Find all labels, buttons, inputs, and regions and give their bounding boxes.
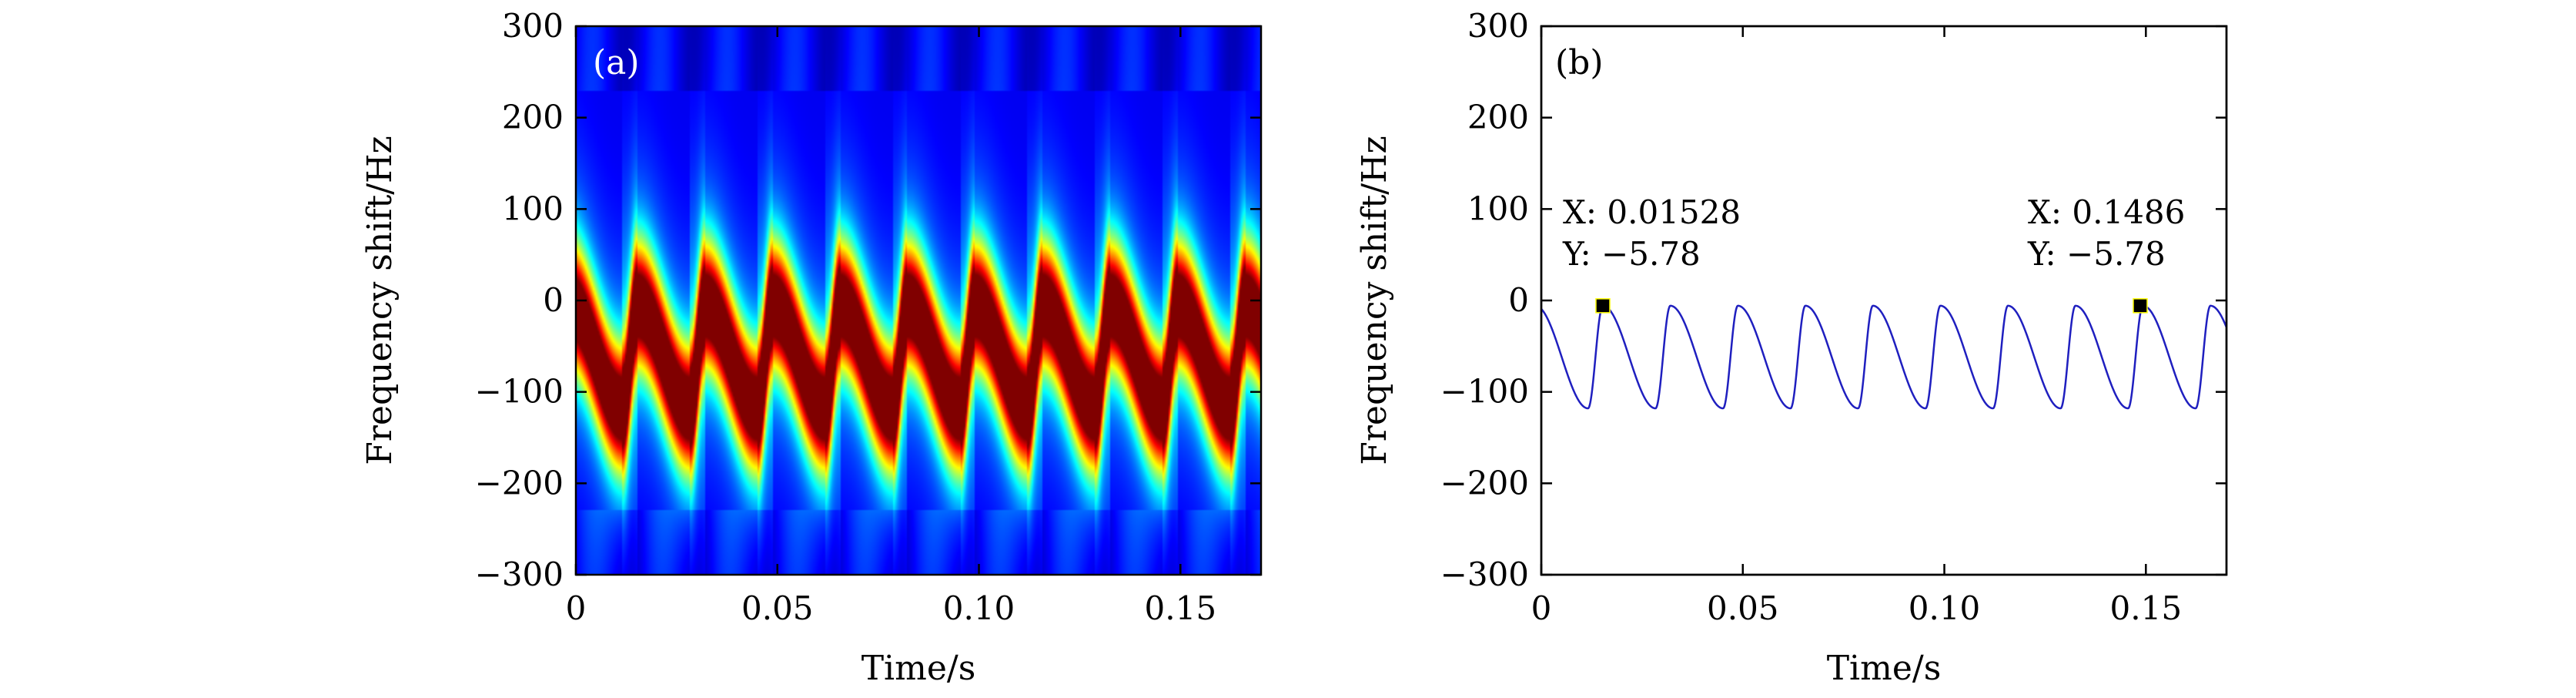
x-axis-label-b: Time/s [1827,649,1942,688]
y-tick-label: 300 [1467,7,1529,45]
datatip-marker [1595,298,1611,314]
datatips: X: 0.01528 Y: −5.78 X: 0.1486 Y: −5.78 [1562,193,2185,314]
y-tick-label: 0 [543,281,564,319]
y-tick-label: 100 [1467,190,1529,227]
spectrogram-heatmap [576,26,1261,575]
panel-label-b: (b) [1555,43,1604,82]
y-tick-label: 200 [1467,99,1529,136]
datatip-marker [2133,298,2148,314]
datatip-x-text: X: 0.1486 [2028,193,2185,231]
panel-label-a: (a) [593,43,640,82]
x-tick-label: 0 [1531,589,1552,627]
frequency-shift-line [1541,304,2226,410]
y-tick-label: 300 [502,7,564,45]
y-tick-label: 100 [502,190,564,227]
y-tick-label: 0 [1508,281,1529,319]
datatip-x-text: X: 0.01528 [1563,193,1741,231]
y-tick-label: −200 [1440,464,1529,502]
x-tick-label: 0.15 [1145,589,1217,627]
plot-frame-b [1540,25,2228,576]
ticks-a: 0 0.05 0.10 0.15 300 200 100 0 −100 −200 −300 [475,7,1261,627]
y-axis-label-a: Frequency shift/Hz [360,136,400,465]
x-tick-label: 0.10 [943,589,1015,627]
x-tick-label: 0.10 [1909,589,1981,627]
y-tick-label: −200 [475,464,564,502]
x-axis-label-a: Time/s [861,649,976,688]
y-tick-label: −100 [1440,373,1529,411]
x-tick-label: 0.05 [741,589,814,627]
y-tick-label: −300 [475,555,564,593]
x-tick-label: 0 [566,589,587,627]
ticks-b: 0 0.05 0.10 0.15 300 200 100 0 −100 −200 −300 [1440,7,2226,627]
y-tick-label: −300 [1440,555,1529,593]
x-tick-label: 0.05 [1707,589,1779,627]
y-tick-label: −100 [475,373,564,411]
x-tick-label: 0.15 [2110,589,2183,627]
datatip-y-text: Y: −5.78 [2027,235,2166,273]
line-panel-b: 0 0.05 0.10 0.15 300 200 100 0 −100 −200 −300 X: 0… [1355,7,2228,688]
y-axis-label-b: Frequency shift/Hz [1355,136,1394,465]
y-tick-label: 200 [502,99,564,136]
datatip-y-text: Y: −5.78 [1562,235,1701,273]
